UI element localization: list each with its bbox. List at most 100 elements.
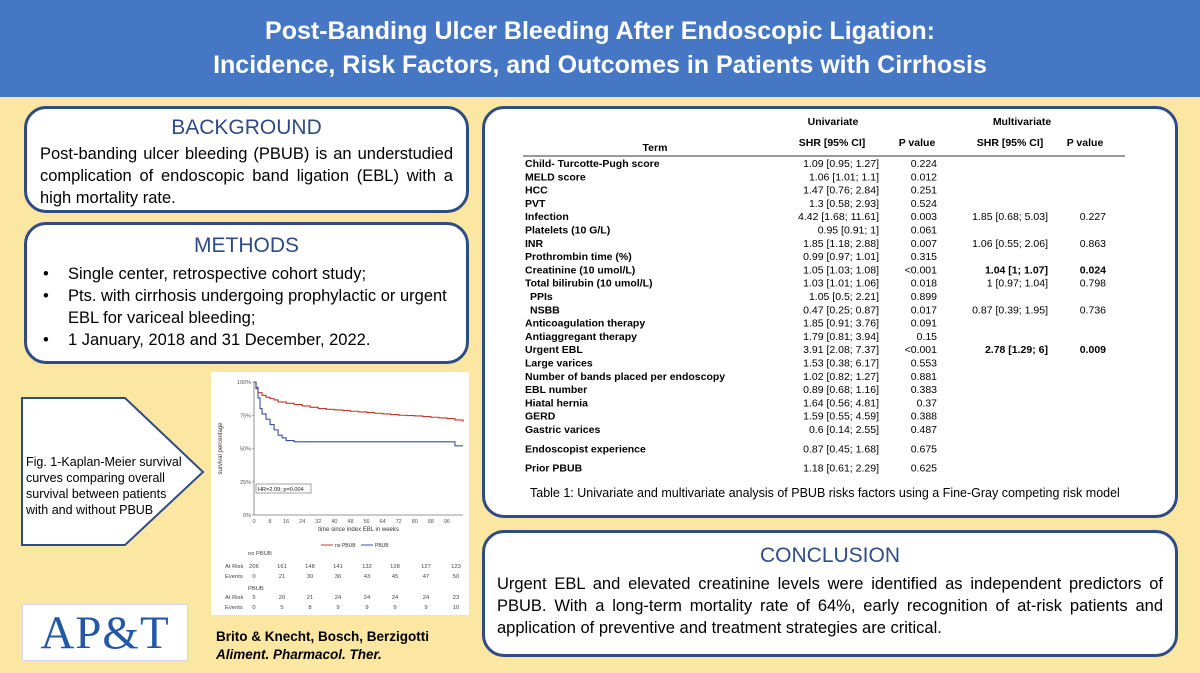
row-multi-p: 0.227 [1080,211,1106,223]
risk-table: no PBUB At Risk Events PBUB At Risk Events 206… [225,551,461,611]
x-tick-label: 48 [347,519,353,525]
row-term: PPIs [530,291,553,303]
km-curve-pbub [254,381,463,447]
hr-annotation-text: HR=2.09; p=0.004 [258,487,304,493]
poster-header: Post-Banding Ulcer Bleeding After Endosc… [0,0,1200,97]
risk-cell: 123 [451,564,461,570]
row-uni-shr: 1.05 [0.5; 2.21] [809,291,879,303]
row-uni-p: 0.553 [911,358,937,370]
row-uni-shr: 0.87 [0.45; 1.68] [803,443,879,455]
kaplan-meier-chart: 0%25%50%75%100%0 8 16 24 32 40 48 56 64 72 80 88 96t… [218,380,464,611]
row-term: Prothrombin time (%) [525,251,632,263]
methods-title: METHODS [194,234,299,257]
x-tick-label: 8 [269,519,272,525]
row-uni-p: 0.881 [911,371,937,383]
kaplan-meier-figure: 0% 25% 50% 75% 100% 0 8 16 24 32 40 48 56 64 72 80 88 96 t… [211,372,469,615]
risk-cell: 24 [364,595,371,601]
risk-cell: 21 [279,574,285,580]
row-uni-shr: 0.95 [0.91; 1] [818,225,879,237]
journal-logo: AP&T [22,604,188,661]
risk-factor-table: Univariate Multivariate Term SHR [95% CI] P … [523,116,1125,475]
table-row: Child- Turcotte-Pugh score 1.09 [0.95; 1.… [525,158,937,170]
table-row: PVT 1.3 [0.58; 2.93] 0.524 [525,198,937,210]
risk-cell: 20 [279,595,285,601]
risk-cell: 141 [333,564,343,570]
table-row: Infection 4.42 [1.68; 11.61] 0.003 1.85 [0.… [525,211,1106,223]
row-uni-p: 0.251 [911,185,937,197]
risk-cell: 10 [453,605,459,611]
methods-item: 1 January, 2018 and 31 December, 2022. [40,329,453,351]
row-uni-p: 0.007 [911,238,937,250]
risk-cell: 23 [453,595,459,601]
row-term: Urgent EBL [525,344,583,356]
row-uni-p: 0.017 [911,304,937,316]
row-uni-p: 0.899 [911,291,937,303]
row-multi-shr: 1 [0.97; 1.04] [987,278,1048,290]
table-row: INR 1.85 [1.18; 2.88] 0.007 1.06 [0.55; 2.0… [525,238,1106,250]
column-header: SHR [95% CI] [799,137,866,149]
hr-annotation: HR=2.09; p=0.004 [255,483,312,494]
row-term: Platelets (10 G/L) [525,225,610,237]
row-term: Large varices [525,358,593,370]
risk-cell: 9 [424,605,427,611]
row-multi-shr: 1.06 [0.55; 2.06] [972,238,1048,250]
conclusion-text: Urgent EBL and elevated creatinine level… [497,575,1163,637]
risk-cell: 5 [252,595,255,601]
row-uni-p: 0.315 [911,251,937,263]
row-uni-shr: 0.99 [0.97; 1.01] [803,251,879,263]
row-term: Gastric varices [525,424,600,436]
risk-cell: 9 [365,605,368,611]
figure-caption-arrow [21,397,205,546]
risk-cell: 8 [308,605,311,611]
row-uni-shr: 0.89 [0.68; 1.16] [803,384,879,396]
row-term: Creatinine (10 umol/L) [525,264,635,276]
x-tick-label: 88 [428,519,434,525]
row-term: Child- Turcotte-Pugh score [525,158,660,170]
column-header: P value [1067,137,1104,149]
authors-block: Brito & Knecht, Bosch, Berzigotti Alimen… [216,628,429,664]
row-term: INR [525,238,544,250]
row-uni-shr: 3.91 [2.08; 7.37] [803,344,879,356]
risk-cell: 206 [249,564,259,570]
table-row: NSBB 0.47 [0.25; 0.87] 0.017 0.87 [0.39; 1.… [530,304,1106,316]
arrow-shape [21,397,205,546]
risk-factor-table-card: Univariate Multivariate Term SHR [95% CI] P … [482,106,1178,518]
row-term: Endoscopist experience [525,443,646,455]
row-uni-p: 0.383 [911,384,937,396]
x-tick-label: 64 [380,519,386,525]
row-term: Infection [525,211,569,223]
y-tick-label: 25% [240,480,251,486]
row-uni-shr: 1.05 [1.03; 1.08] [803,264,879,276]
group-header-multivariate: Multivariate [993,116,1052,128]
row-uni-p: 0.388 [911,411,937,423]
row-uni-p: 0.224 [911,158,937,170]
row-term: NSBB [530,304,560,316]
risk-cell: 21 [307,595,313,601]
risk-cell: 9 [393,605,396,611]
table-row: Urgent EBL 3.91 [2.08; 7.37] <0.001 2.78 [1… [525,344,1106,356]
row-uni-shr: 0.47 [0.25; 0.87] [803,304,879,316]
row-term: Prior PBUB [525,463,583,475]
chart-legend: no PBUB PBUB [321,543,389,549]
x-tick-label: 24 [299,519,305,525]
row-term: Total bilirubin (10 umol/L) [525,278,653,290]
background-text: Post-banding ulcer bleeding (PBUB) is an… [40,145,453,207]
table-row: Platelets (10 G/L) 0.95 [0.91; 1] 0.061 [525,225,937,237]
risk-cell: 5 [280,605,283,611]
x-tick-label: 0 [252,519,255,525]
row-multi-p: 0.863 [1080,238,1106,250]
row-uni-shr: 1.79 [0.81; 3.94] [803,331,879,343]
row-uni-shr: 1.02 [0.82; 1.27] [803,371,879,383]
row-uni-p: 0.625 [911,463,937,475]
row-multi-shr: 1.04 [1; 1.07] [985,264,1048,276]
y-tick-label: 100% [237,380,251,386]
table-row: Gastric varices 0.6 [0.14; 2.55] 0.487 [525,424,937,436]
table-row: GERD 1.59 [0.55; 4.59] 0.388 [525,411,937,423]
methods-item: Pts. with cirrhosis undergoing prophylac… [40,285,453,329]
y-tick-label: 50% [240,447,251,453]
row-uni-shr: 1.3 [0.58; 2.93] [809,198,879,210]
row-uni-p: 0.018 [911,278,937,290]
row-multi-p: 0.024 [1080,264,1106,276]
row-uni-shr: 1.03 [1.01; 1.06] [803,278,879,290]
conclusion-card: CONCLUSION Urgent EBL and elevated creat… [482,530,1178,657]
